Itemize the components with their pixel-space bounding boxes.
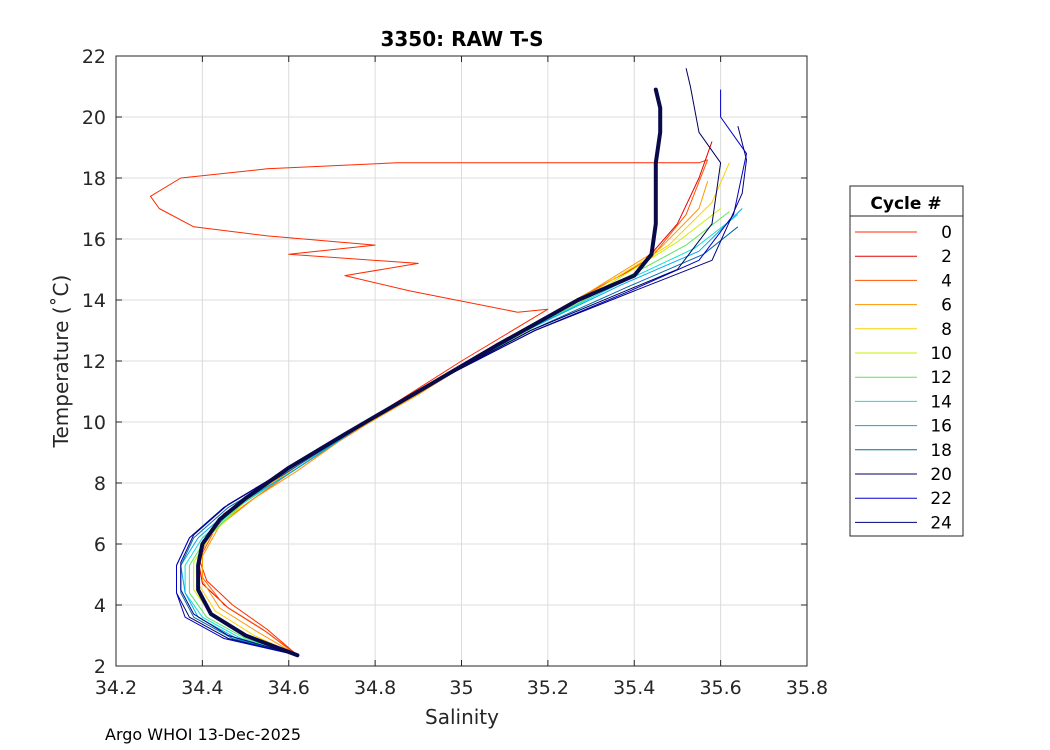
x-tick-label: 35.8 xyxy=(786,677,828,699)
legend-entry-label: 10 xyxy=(930,344,952,364)
y-tick-label: 18 xyxy=(82,168,106,190)
series-line-cycle-14 xyxy=(184,214,739,656)
legend-entry-label: 18 xyxy=(930,441,952,461)
legend-entry-label: 16 xyxy=(930,417,952,437)
x-tick-label: 34.8 xyxy=(354,677,396,699)
legend-entry-label: 8 xyxy=(941,320,952,340)
series-line-cycle-4 xyxy=(201,159,709,656)
legend-entry-label: 22 xyxy=(930,489,952,509)
legend-entry-label: 12 xyxy=(930,368,952,388)
y-tick-label: 2 xyxy=(94,656,106,678)
x-tick-label: 34.2 xyxy=(95,677,137,699)
y-tick-label: 4 xyxy=(94,595,106,617)
series-line-cycle-24 xyxy=(180,125,747,656)
legend-entry-label: 14 xyxy=(930,392,952,412)
y-tick-label: 20 xyxy=(82,107,106,129)
legend-entry-label: 6 xyxy=(941,296,952,316)
legend-entry-label: 2 xyxy=(941,247,952,267)
footer-credit: Argo WHOI 13-Dec-2025 xyxy=(105,725,302,744)
y-tick-label: 12 xyxy=(82,351,106,373)
y-axis-label: Temperature (˚C) xyxy=(49,275,73,449)
x-tick-label: 34.6 xyxy=(268,677,310,699)
y-tick-label: 22 xyxy=(82,46,106,68)
x-tick-label: 35.6 xyxy=(699,677,741,699)
series-line-cycle-2 xyxy=(197,141,713,656)
legend-entry-label: 4 xyxy=(941,271,952,291)
plot-area xyxy=(150,68,747,658)
series-line-cycle-0 xyxy=(150,159,708,656)
highlight-line xyxy=(196,87,663,658)
series-line-cycle-20 xyxy=(176,68,722,656)
series-line-cycle-16 xyxy=(180,208,743,656)
x-tick-label: 35 xyxy=(449,677,473,699)
legend-entry-label: 20 xyxy=(930,465,952,485)
legend-entry-label: 0 xyxy=(941,223,952,243)
x-axis-label: Salinity xyxy=(425,705,499,729)
grid-lines xyxy=(116,56,807,666)
series-line-cycle-6 xyxy=(201,180,709,656)
y-tick-label: 8 xyxy=(94,473,106,495)
y-tick-label: 14 xyxy=(82,290,106,312)
y-tick-label: 16 xyxy=(82,229,106,251)
chart-title: 3350: RAW T-S xyxy=(380,27,543,51)
x-tick-label: 35.4 xyxy=(613,677,655,699)
x-tick-label: 34.4 xyxy=(181,677,223,699)
legend-title: Cycle # xyxy=(870,194,941,214)
y-tick-label: 10 xyxy=(82,412,106,434)
y-tick-label: 6 xyxy=(94,534,106,556)
legend-entry-label: 24 xyxy=(930,513,952,533)
axis-ticks: 34.2 34.4 34.6 34.8 35 35.2 35.4 35.6 35.8 2 4 6 8 10… xyxy=(82,46,828,699)
x-tick-label: 35.2 xyxy=(527,677,569,699)
series-line-cycle-18 xyxy=(180,226,739,656)
legend-box xyxy=(849,185,964,537)
